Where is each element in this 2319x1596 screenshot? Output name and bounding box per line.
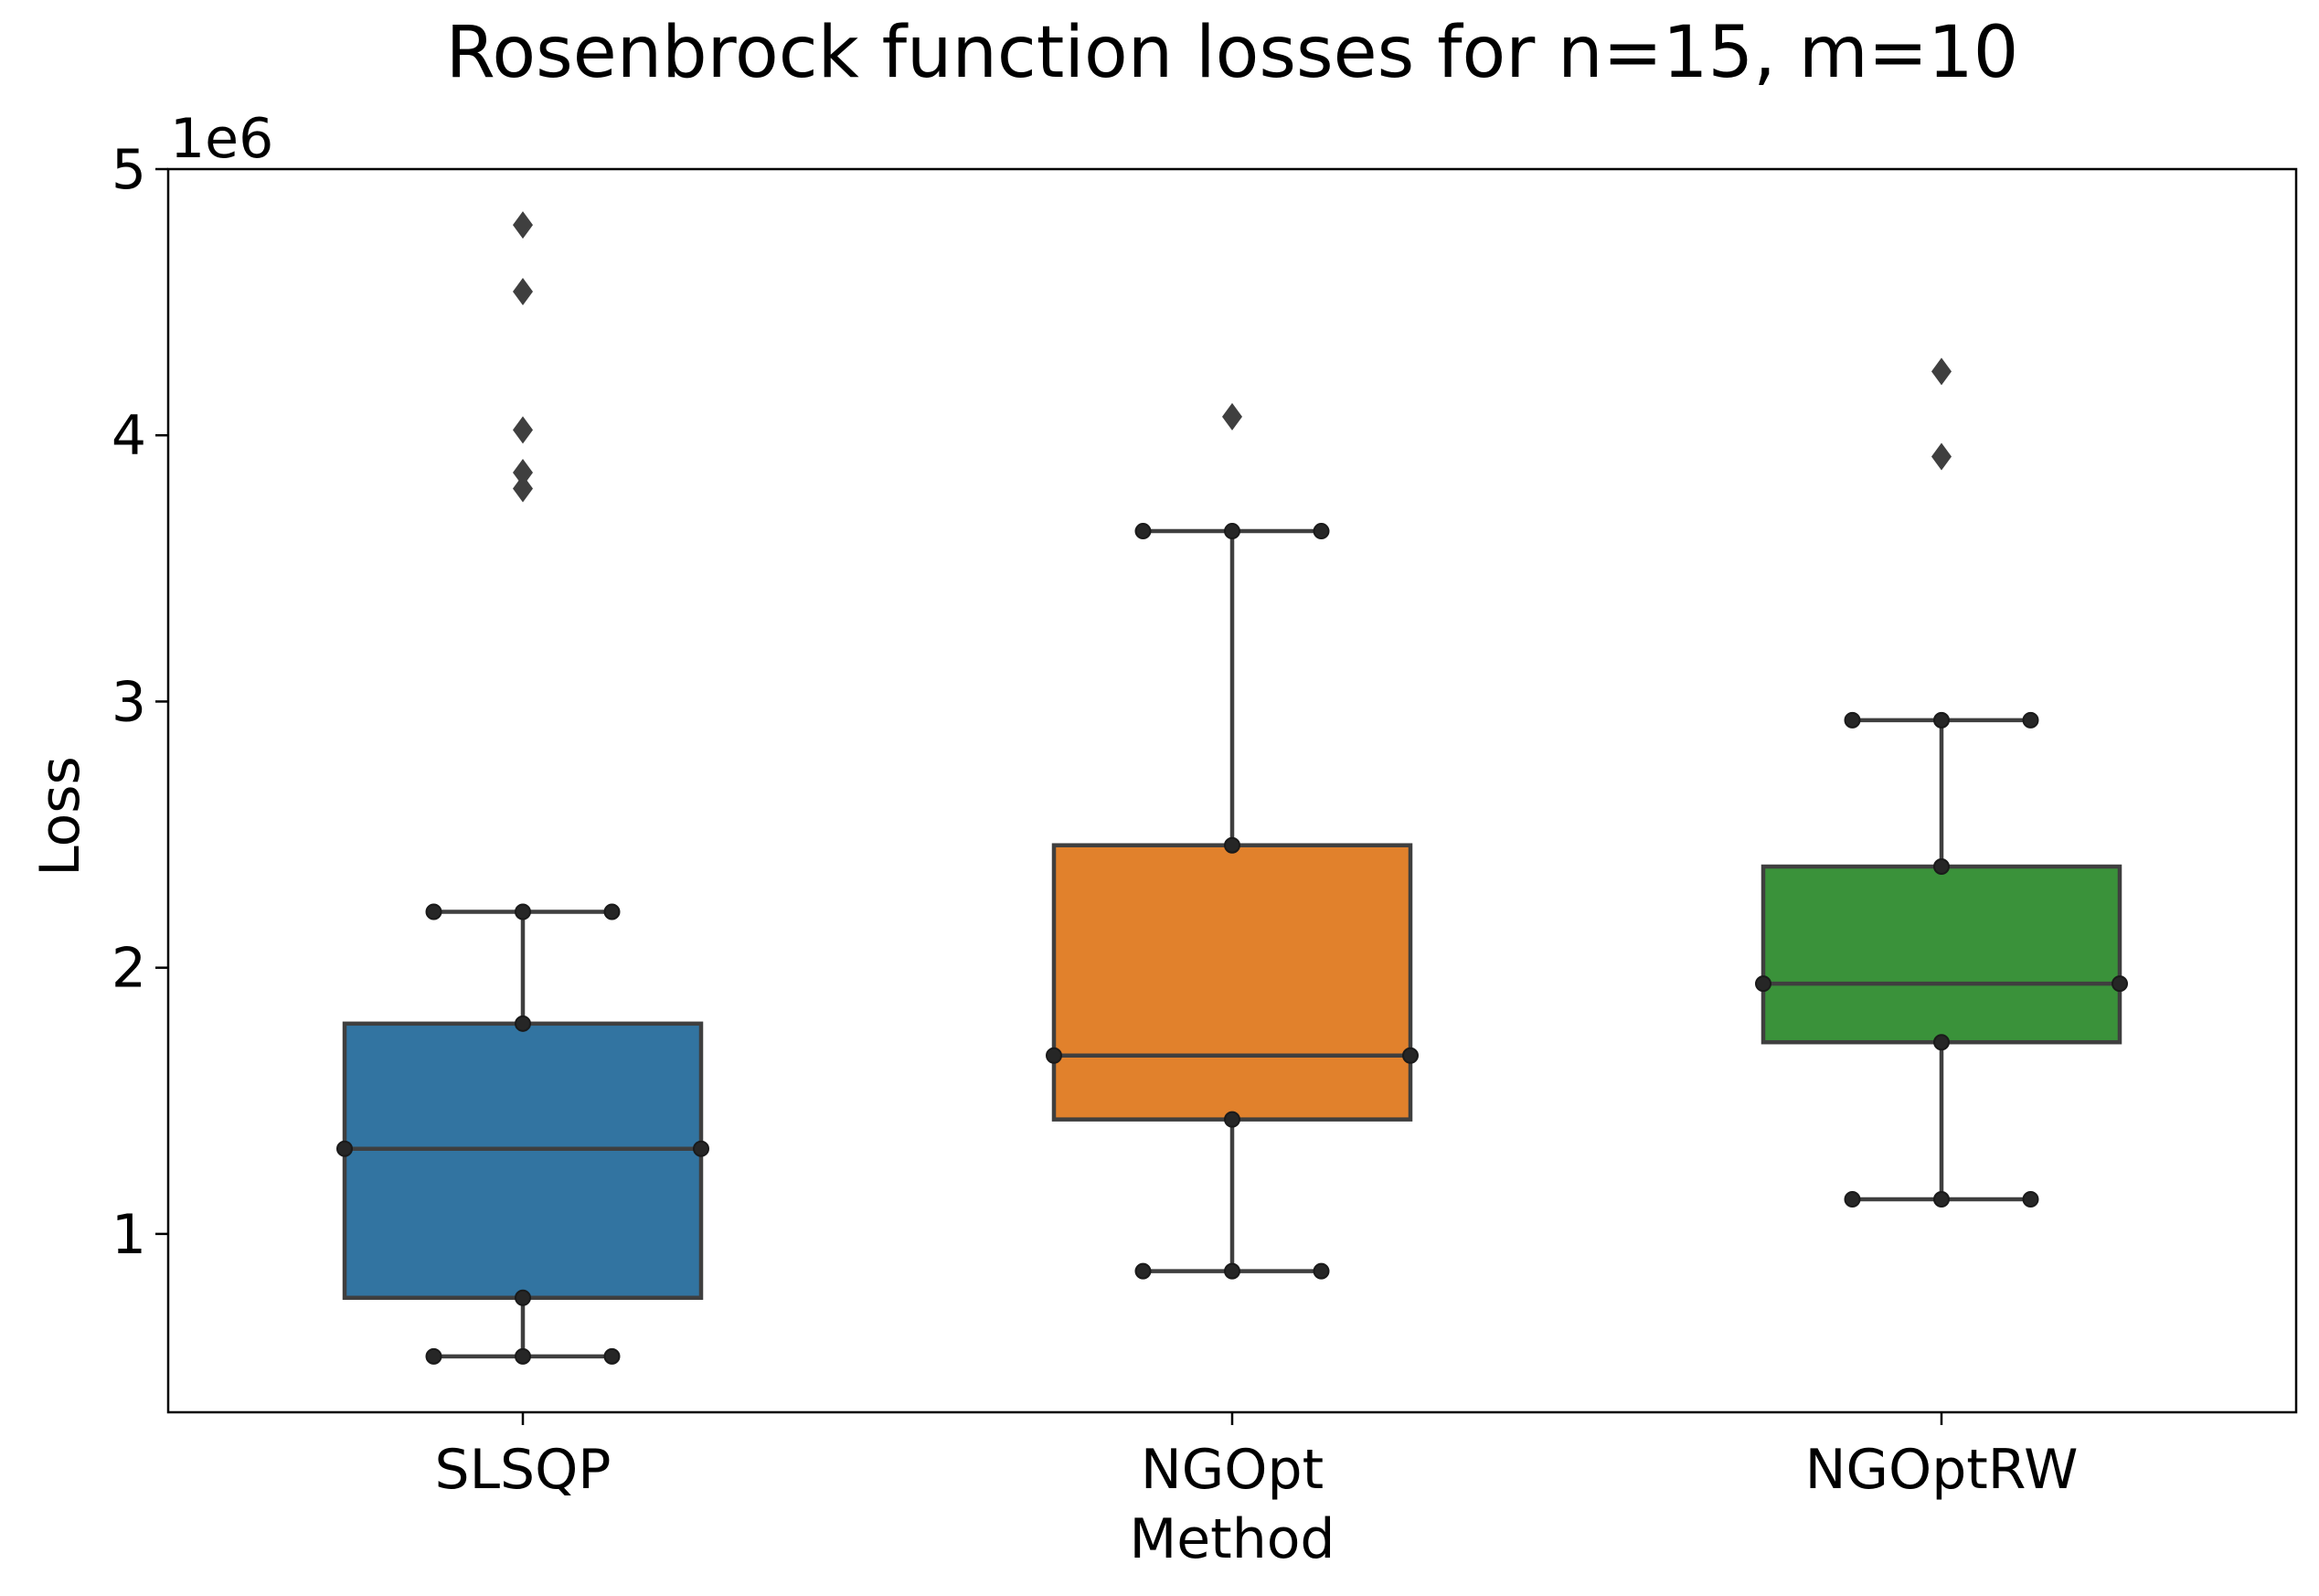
point-q1-ngopt: [1224, 1111, 1240, 1128]
point-whisker-high-left-ngopt: [1134, 523, 1152, 540]
point-q3-ngopt: [1224, 836, 1240, 854]
y-axis-label: Loss: [28, 756, 92, 877]
x-tick-label-slsqp: SLSQP: [434, 1438, 611, 1502]
point-whisker-low-ngoptrw: [1933, 1191, 1950, 1208]
box-ngoptrw: [1761, 864, 2122, 1045]
point-whisker-low-right-ngopt: [1313, 1262, 1330, 1280]
box-group-slsqp: [342, 211, 704, 1359]
point-median-right-slsqp: [693, 1140, 709, 1157]
point-whisker-low-slsqp: [515, 1347, 531, 1365]
point-median-left-slsqp: [336, 1140, 353, 1157]
y-tick-label-5: 5: [112, 138, 146, 202]
box-ngopt: [1051, 843, 1413, 1122]
outlier-slsqp-3: [513, 416, 533, 444]
outlier-slsqp-5: [513, 474, 533, 503]
outlier-slsqp-2: [513, 277, 533, 305]
y-multiplier-label: 1e6: [170, 107, 273, 171]
box-group-ngoptrw: [1761, 357, 2122, 1202]
y-tick-label-2: 2: [112, 937, 146, 1001]
point-whisker-high-right-ngopt: [1313, 523, 1330, 540]
outlier-ngopt-1: [1222, 402, 1242, 431]
chart-title: Rosenbrock function losses for n=15, m=1…: [446, 12, 2019, 94]
outlier-slsqp-4: [513, 458, 533, 486]
outlier-ngoptrw-2: [1931, 442, 1952, 471]
point-whisker-high-slsqp: [515, 903, 531, 920]
y-tick-label-3: 3: [112, 670, 146, 734]
point-q3-slsqp: [515, 1015, 531, 1032]
point-whisker-low-left-slsqp: [425, 1347, 442, 1365]
x-axis-label: Method: [1129, 1507, 1335, 1571]
point-whisker-high-ngopt: [1224, 523, 1240, 540]
axes: 1 2 3 4 5 SLSQP NGOpt NGOptRW: [112, 138, 2079, 1502]
point-whisker-low-right-ngoptrw: [2022, 1191, 2039, 1208]
box-slsqp: [342, 1021, 704, 1301]
x-tick-label-ngoptrw: NGOptRW: [1805, 1438, 2079, 1502]
outlier-slsqp-1: [513, 211, 533, 239]
point-q3-ngoptrw: [1933, 857, 1950, 875]
plot-area: [336, 211, 2128, 1365]
y-tick-label-4: 4: [112, 404, 146, 468]
point-whisker-high-left-slsqp: [425, 903, 442, 920]
outlier-ngoptrw-1: [1931, 357, 1952, 386]
point-median-right-ngopt: [1402, 1047, 1419, 1064]
point-median-left-ngopt: [1046, 1047, 1062, 1064]
point-median-right-ngoptrw: [2112, 975, 2128, 993]
point-whisker-high-left-ngoptrw: [1844, 711, 1861, 729]
point-whisker-low-ngopt: [1224, 1262, 1240, 1280]
point-q1-slsqp: [515, 1289, 531, 1306]
x-tick-label-ngopt: NGOpt: [1141, 1438, 1324, 1502]
point-whisker-high-ngoptrw: [1933, 711, 1950, 729]
point-whisker-high-right-slsqp: [603, 903, 621, 920]
point-whisker-low-left-ngopt: [1134, 1262, 1152, 1280]
point-whisker-low-left-ngoptrw: [1844, 1191, 1861, 1208]
point-q1-ngoptrw: [1933, 1034, 1950, 1051]
y-tick-label-1: 1: [112, 1203, 146, 1267]
point-whisker-high-right-ngoptrw: [2022, 711, 2039, 729]
point-whisker-low-right-slsqp: [603, 1347, 621, 1365]
point-median-left-ngoptrw: [1755, 975, 1771, 993]
